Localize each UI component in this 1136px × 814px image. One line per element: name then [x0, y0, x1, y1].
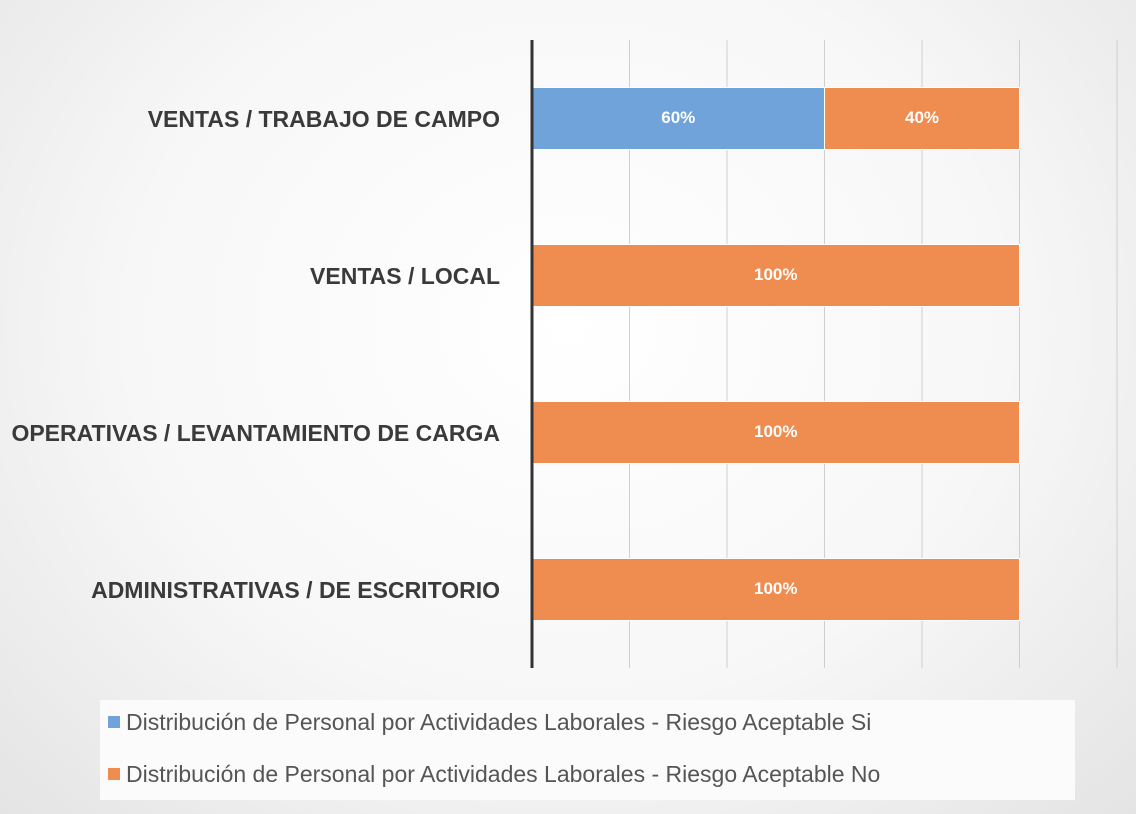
data-label: 40% — [905, 108, 939, 127]
legend: Distribución de Personal por Actividades… — [100, 700, 1075, 800]
category-text: ADMINISTRATIVAS / DE ESCRITORIO — [91, 576, 500, 603]
category-label: VENTAS / LOCAL — [10, 259, 500, 293]
category-text: VENTAS / LOCAL — [310, 262, 500, 289]
legend-swatch — [108, 715, 120, 728]
category-text: OPERATIVAS / LEVANTAMIENTO DE CARGA — [11, 419, 500, 446]
category-label: VENTAS / TRABAJO DE CAMPO — [10, 102, 500, 136]
legend-text: Distribución de Personal por Actividades… — [126, 709, 872, 735]
category-text: VENTAS / TRABAJO DE CAMPO — [147, 105, 500, 132]
bar-segment — [824, 87, 1020, 150]
bar-segment — [531, 244, 1020, 307]
category-label: OPERATIVAS / LEVANTAMIENTO DE CARGA — [10, 416, 500, 450]
legend-entry: Distribución de Personal por Actividades… — [108, 709, 871, 736]
data-label: 100% — [754, 422, 797, 441]
data-label: 100% — [754, 579, 797, 598]
bar-segment — [531, 558, 1020, 621]
data-label: 60% — [661, 108, 695, 127]
data-label: 100% — [754, 265, 797, 284]
legend-swatch — [108, 767, 120, 780]
legend-text: Distribución de Personal por Actividades… — [126, 761, 881, 787]
category-label: ADMINISTRATIVAS / DE ESCRITORIO — [10, 573, 500, 607]
legend-entry: Distribución de Personal por Actividades… — [108, 761, 880, 788]
bar-segment — [531, 401, 1020, 464]
